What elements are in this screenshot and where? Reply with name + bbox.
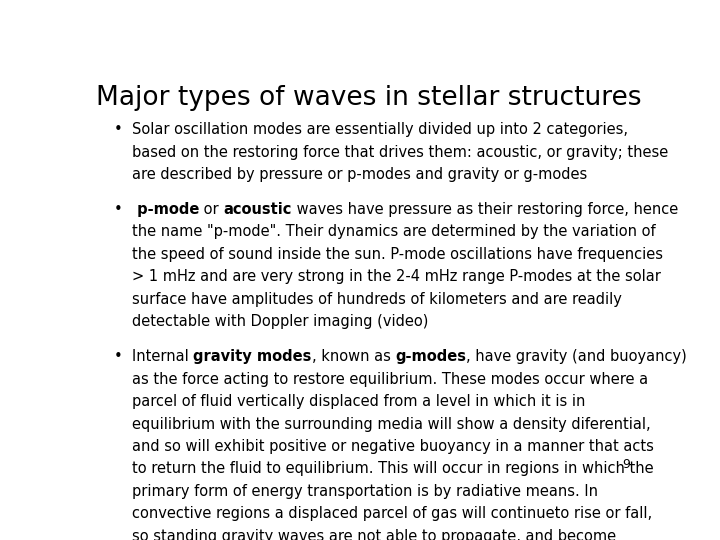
Text: the speed of sound inside the sun. P-mode oscillations have frequencies: the speed of sound inside the sun. P-mod… <box>132 247 663 262</box>
Text: based on the restoring force that drives them: acoustic, or gravity; these: based on the restoring force that drives… <box>132 145 668 160</box>
Text: parcel of fluid vertically displaced from a level in which it is in: parcel of fluid vertically displaced fro… <box>132 394 585 409</box>
Text: > 1 mHz and are very strong in the 2-4 mHz range P-modes at the solar: > 1 mHz and are very strong in the 2-4 m… <box>132 269 661 285</box>
Text: Major types of waves in stellar structures: Major types of waves in stellar structur… <box>96 85 642 111</box>
Text: g-modes: g-modes <box>395 349 466 364</box>
Text: convective regions a displaced parcel of gas will continueto rise or fall,: convective regions a displaced parcel of… <box>132 507 652 522</box>
Text: p-mode: p-mode <box>132 202 199 217</box>
Text: as the force acting to restore equilibrium. These modes occur where a: as the force acting to restore equilibri… <box>132 372 648 387</box>
Text: •: • <box>114 122 122 137</box>
Text: are described by pressure or p-modes and gravity or g-modes: are described by pressure or p-modes and… <box>132 167 587 182</box>
Text: to return the fluid to equilibrium. This will occur in regions in which the: to return the fluid to equilibrium. This… <box>132 462 654 476</box>
Text: the name "p-mode". Their dynamics are determined by the variation of: the name "p-mode". Their dynamics are de… <box>132 225 655 239</box>
Text: , have gravity (and buoyancy): , have gravity (and buoyancy) <box>466 349 687 364</box>
Text: Solar oscillation modes are essentially divided up into 2 categories,: Solar oscillation modes are essentially … <box>132 122 628 137</box>
Text: or: or <box>199 202 223 217</box>
Text: and so will exhibit positive or negative buoyancy in a manner that acts: and so will exhibit positive or negative… <box>132 439 654 454</box>
Text: so standing gravity waves are not able to propagate, and become: so standing gravity waves are not able t… <box>132 529 616 540</box>
Text: 9: 9 <box>622 458 630 471</box>
Text: surface have amplitudes of hundreds of kilometers and are readily: surface have amplitudes of hundreds of k… <box>132 292 622 307</box>
Text: detectable with Doppler imaging (video): detectable with Doppler imaging (video) <box>132 314 428 329</box>
Text: , known as: , known as <box>312 349 395 364</box>
Text: primary form of energy transportation is by radiative means. In: primary form of energy transportation is… <box>132 484 598 499</box>
Text: equilibrium with the surrounding media will show a density diferential,: equilibrium with the surrounding media w… <box>132 416 650 431</box>
Text: •: • <box>114 349 122 364</box>
Text: acoustic: acoustic <box>223 202 292 217</box>
Text: •: • <box>114 202 122 217</box>
Text: Internal: Internal <box>132 349 193 364</box>
Text: waves have pressure as their restoring force, hence: waves have pressure as their restoring f… <box>292 202 678 217</box>
Text: gravity modes: gravity modes <box>193 349 312 364</box>
